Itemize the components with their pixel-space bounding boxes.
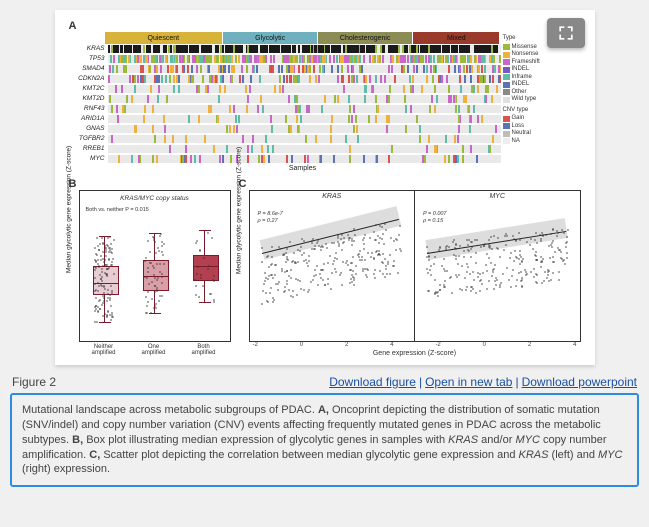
onco-track <box>108 155 501 163</box>
onco-track <box>108 125 501 133</box>
onco-row-arid1a: ARID1A <box>69 114 501 123</box>
expand-icon[interactable] <box>547 18 585 48</box>
onco-row-gnas: GNAS <box>69 124 501 133</box>
panel-c-xlabel: Gene expression (Z-score) <box>249 350 581 357</box>
figure-links-row: Figure 2 Download figure|Open in new tab… <box>10 375 639 389</box>
legend-item: Loss <box>503 123 579 131</box>
onco-track <box>108 145 501 153</box>
gene-label: TP53 <box>69 55 108 62</box>
gene-label: KRAS <box>69 45 108 52</box>
boxplot-category: Both amplified <box>191 344 215 356</box>
panel-b-xlabels: Neither amplified One amplified Both ampli… <box>79 344 229 356</box>
onco-track <box>108 85 501 93</box>
figure-card: A QuiescentGlycolyticCholesterogenicMixe… <box>55 10 595 365</box>
oncoprint: KRAS TP53 SMAD4 CDKN2A KMT2C KMT2D RNF43 ARID1A… <box>69 44 501 163</box>
figure-caption: Mutational landscape across metabolic su… <box>10 393 639 487</box>
subtype-quiescent: Quiescent <box>105 32 224 44</box>
onco-row-tgfbr2: TGFBR2 <box>69 134 501 143</box>
open-new-tab-link[interactable]: Open in new tab <box>425 375 512 389</box>
panel-c: C Median glycolytic gene expression (Z-s… <box>239 178 581 357</box>
legend-item: Gain <box>503 115 579 123</box>
caption-lead: Mutational landscape across metabolic su… <box>22 404 315 416</box>
samples-axis-label: Samples <box>105 165 501 172</box>
figure-links: Download figure|Open in new tab|Download… <box>329 375 637 389</box>
gene-label: SMAD4 <box>69 65 108 72</box>
boxplot-category: Neither amplified <box>91 344 115 356</box>
legend-item: Frameshift <box>503 59 579 67</box>
onco-track <box>108 95 501 103</box>
onco-track <box>108 45 501 53</box>
subtype-header: QuiescentGlycolyticCholesterogenicMixed <box>105 32 501 44</box>
panel-b-ylabel: Median glycolytic gene expression (Z-sco… <box>65 146 72 273</box>
boxplot-subtitle: Both vs. neither P = 0.015 <box>86 207 149 213</box>
scatter-row: KRASP = 8.6e-7ρ = 0.27MYCP = 0.007ρ = 0.… <box>249 190 581 342</box>
onco-row-rreb1: RREB1 <box>69 144 501 153</box>
caption-b-bold: B, <box>72 434 83 446</box>
gene-label: ARID1A <box>69 115 108 122</box>
legend-item: Wild type <box>503 96 579 104</box>
onco-track <box>108 55 501 63</box>
caption-a-bold: A, <box>318 404 329 416</box>
legend-item: INDEL <box>503 66 579 74</box>
legend-item: Nonsense <box>503 51 579 59</box>
onco-track <box>108 135 501 143</box>
boxplot-title: KRAS/MYC copy status <box>80 195 230 202</box>
figure-number: Figure 2 <box>12 375 56 389</box>
legend-item: INDEL <box>503 81 579 89</box>
boxplot-category: One amplified <box>141 344 165 356</box>
panel-c-ylabel: Median glycolytic gene expression (Z-sco… <box>235 146 242 273</box>
onco-row-myc: MYC <box>69 154 501 163</box>
gene-label: RNF43 <box>69 105 108 112</box>
legend-item: Neutral <box>503 130 579 138</box>
onco-row-tp53: TP53 <box>69 54 501 63</box>
onco-track <box>108 115 501 123</box>
onco-track <box>108 65 501 73</box>
gene-label: RREB1 <box>69 145 108 152</box>
panel-c-xticks: -2024-2024 <box>249 342 581 348</box>
caption-c-bold: C, <box>89 449 100 461</box>
gene-label: TGFBR2 <box>69 135 108 142</box>
onco-track <box>108 105 501 113</box>
onco-row-cdkn2a: CDKN2A <box>69 74 501 83</box>
boxplot: KRAS/MYC copy status Both vs. neither P … <box>79 190 231 342</box>
legend-item: Other <box>503 89 579 97</box>
panel-a-letter: A <box>69 20 77 32</box>
legend-item: NA <box>503 138 579 146</box>
subtype-cholesterogenic: Cholesterogenic <box>318 32 413 44</box>
legend-item: Inframe <box>503 74 579 82</box>
download-figure-link[interactable]: Download figure <box>329 375 416 389</box>
subtype-glycolytic: Glycolytic <box>223 32 318 44</box>
download-ppt-link[interactable]: Download powerpoint <box>522 375 637 389</box>
gene-label: KMT2D <box>69 95 108 102</box>
panel-b: B Median glycolytic gene expression (Z-s… <box>69 178 229 357</box>
cnv-legend-title: CNV type <box>503 107 579 115</box>
onco-row-rnf43: RNF43 <box>69 104 501 113</box>
panel-a-legend: Type MissenseNonsenseFrameshiftINDELInfr… <box>503 32 579 145</box>
panel-bc-row: B Median glycolytic gene expression (Z-s… <box>69 178 581 357</box>
gene-label: KMT2C <box>69 85 108 92</box>
scatter-kras: KRASP = 8.6e-7ρ = 0.27 <box>250 191 416 341</box>
onco-track <box>108 75 501 83</box>
onco-row-kras: KRAS <box>69 44 501 53</box>
gene-label: GNAS <box>69 125 108 132</box>
onco-row-kmt2d: KMT2D <box>69 94 501 103</box>
scatter-myc: MYCP = 0.007ρ = 0.15 <box>415 191 580 341</box>
gene-label: MYC <box>69 155 108 162</box>
panel-a: A QuiescentGlycolyticCholesterogenicMixe… <box>69 20 581 172</box>
gene-label: CDKN2A <box>69 75 108 82</box>
subtype-mixed: Mixed <box>413 32 500 44</box>
onco-row-kmt2c: KMT2C <box>69 84 501 93</box>
onco-row-smad4: SMAD4 <box>69 64 501 73</box>
